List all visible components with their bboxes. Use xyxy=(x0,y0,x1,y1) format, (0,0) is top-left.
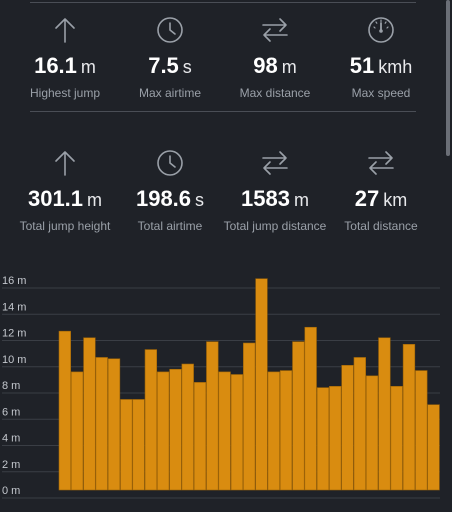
jump-height-bar[interactable] xyxy=(58,330,71,491)
stat-unit: m xyxy=(293,190,309,210)
jump-height-bar[interactable] xyxy=(267,371,280,491)
jump-height-bar[interactable] xyxy=(255,278,268,491)
stat-value: 51 xyxy=(349,53,375,78)
stat-unit: s xyxy=(195,190,205,210)
stat-max-airtime: 7.5 s Max airtime xyxy=(115,15,225,100)
chart-y-axis: 0 m 2 m 4 m 6 m 8 m 10 m 12 m 14 m 16 m xyxy=(2,275,26,497)
clock-icon xyxy=(155,15,185,45)
speedometer-icon xyxy=(366,15,396,45)
stat-unit: m xyxy=(281,57,297,77)
jump-height-bar[interactable] xyxy=(83,337,96,491)
jump-height-bar[interactable] xyxy=(341,365,354,491)
y-tick-label: 14 m xyxy=(2,301,26,313)
jump-height-bar[interactable] xyxy=(304,326,317,491)
jump-height-bar[interactable] xyxy=(378,337,391,491)
jump-height-bar[interactable] xyxy=(316,387,330,491)
clock-icon xyxy=(155,148,185,178)
jump-height-bar[interactable] xyxy=(427,404,440,491)
stat-unit: s xyxy=(182,57,192,77)
arrow-up-icon xyxy=(50,15,80,45)
stat-value: 301.1 xyxy=(27,186,84,211)
stat-max-speed: 51 kmh Max speed xyxy=(326,15,436,100)
stat-label: Max speed xyxy=(351,86,411,100)
jump-height-bar-chart: 0 m 2 m 4 m 6 m 8 m 10 m 12 m 14 m 16 m xyxy=(2,275,440,499)
jump-height-bar[interactable] xyxy=(279,370,293,491)
jump-height-bar[interactable] xyxy=(365,375,379,491)
y-tick-label: 0 m xyxy=(2,485,20,497)
stat-highest-jump: 16.1 m Highest jump xyxy=(10,15,120,100)
y-tick-label: 16 m xyxy=(2,275,26,287)
jump-height-bar[interactable] xyxy=(415,370,428,491)
stat-value: 7.5 xyxy=(148,53,179,78)
stat-label: Max airtime xyxy=(138,86,201,100)
chart-bars xyxy=(58,278,440,491)
stat-label: Total airtime xyxy=(137,219,203,233)
jump-height-bar[interactable] xyxy=(193,382,207,491)
jump-height-bar[interactable] xyxy=(107,358,121,491)
y-tick-label: 10 m xyxy=(2,354,26,366)
stat-label: Total jump distance xyxy=(223,219,327,233)
stat-max-distance: 98 m Max distance xyxy=(220,15,330,100)
stat-unit: kmh xyxy=(378,57,413,77)
jump-height-bar[interactable] xyxy=(230,374,244,491)
jump-height-bar[interactable] xyxy=(243,342,256,491)
jump-height-bar[interactable] xyxy=(181,363,194,491)
jump-height-bar[interactable] xyxy=(353,357,366,491)
middle-divider xyxy=(30,111,416,112)
jump-height-bar[interactable] xyxy=(390,386,403,491)
stat-value: 27 xyxy=(354,186,380,211)
jump-height-bar[interactable] xyxy=(120,399,133,491)
jump-height-bar[interactable] xyxy=(329,386,342,491)
arrow-up-icon xyxy=(50,148,80,178)
jump-height-bar[interactable] xyxy=(218,371,231,491)
jump-height-bar[interactable] xyxy=(292,341,305,491)
stat-label: Total jump height xyxy=(19,219,111,233)
y-tick-label: 8 m xyxy=(2,380,20,392)
jump-height-bar[interactable] xyxy=(206,341,219,491)
stat-unit: km xyxy=(383,190,408,210)
top-divider xyxy=(30,2,416,3)
y-tick-label: 2 m xyxy=(2,459,20,471)
y-tick-label: 6 m xyxy=(2,406,20,418)
stat-label: Highest jump xyxy=(29,86,101,100)
stat-total-airtime: 198.6 s Total airtime xyxy=(115,148,225,233)
jump-height-bar[interactable] xyxy=(157,371,170,491)
jump-height-bar[interactable] xyxy=(132,399,145,491)
swap-arrows-icon xyxy=(260,148,290,178)
jump-height-bar[interactable] xyxy=(402,344,416,491)
stat-value: 16.1 xyxy=(34,53,77,78)
stat-value: 198.6 xyxy=(135,186,192,211)
stat-total-jump-height: 301.1 m Total jump height xyxy=(10,148,120,233)
y-tick-label: 4 m xyxy=(2,433,20,445)
jump-height-bar[interactable] xyxy=(169,368,182,491)
jump-height-bar[interactable] xyxy=(95,357,108,491)
stat-unit: m xyxy=(80,57,96,77)
scrollbar[interactable] xyxy=(446,0,450,156)
swap-arrows-icon xyxy=(366,148,396,178)
stat-total-jump-distance: 1583 m Total jump distance xyxy=(220,148,330,233)
stat-label: Max distance xyxy=(239,86,311,100)
stat-value: 1583 xyxy=(241,186,290,211)
stat-total-distance: 27 km Total distance xyxy=(326,148,436,233)
swap-arrows-icon xyxy=(260,15,290,45)
jump-height-bar[interactable] xyxy=(144,349,158,491)
y-tick-label: 12 m xyxy=(2,328,26,340)
stat-value: 98 xyxy=(253,53,278,78)
stat-label: Total distance xyxy=(344,219,418,233)
stat-unit: m xyxy=(87,190,103,210)
jump-height-bar[interactable] xyxy=(70,371,84,491)
